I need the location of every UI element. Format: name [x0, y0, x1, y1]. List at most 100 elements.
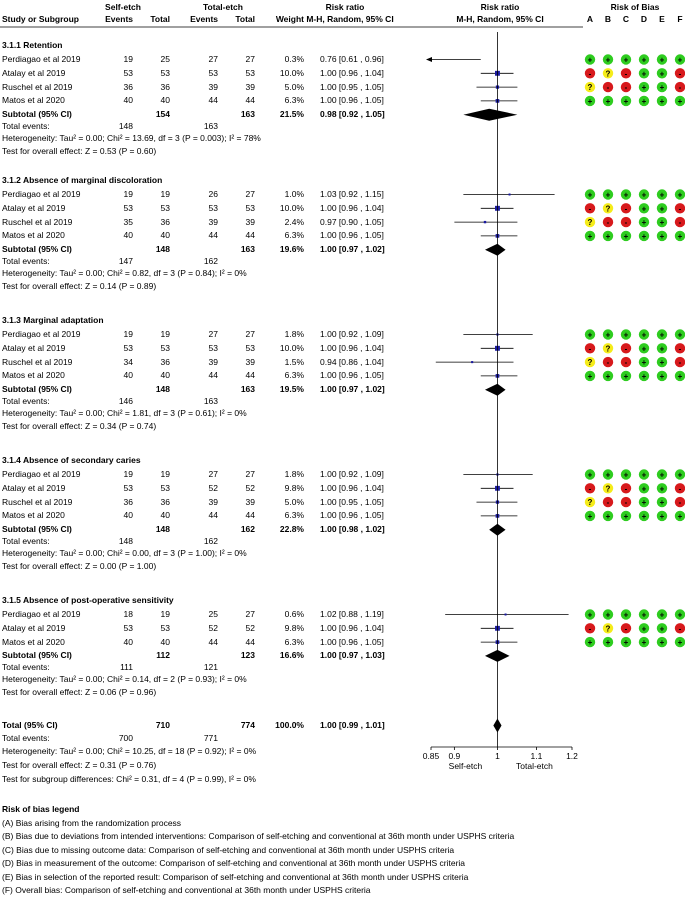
rob-dot-symbol: ?: [588, 218, 593, 227]
rob-dot: [674, 623, 685, 634]
rob-dot: [602, 469, 614, 480]
subtotal-weight: 19.6%: [279, 244, 304, 255]
rob-dot-symbol: -: [589, 69, 592, 78]
rob-col-f: F: [677, 14, 683, 24]
rob-dot-symbol: +: [678, 471, 683, 480]
total-total-etch: 39: [245, 356, 255, 367]
rob-dot: [584, 469, 596, 480]
rob-dot-symbol: -: [679, 498, 682, 507]
total-self-etch: 40: [160, 230, 170, 241]
rob-dot: [656, 329, 668, 340]
rob-dot-symbol: -: [679, 69, 682, 78]
total-total-etch: 53: [245, 67, 255, 78]
rob-dot-symbol: +: [660, 611, 665, 620]
rob-dot: [656, 469, 668, 480]
weight-value: 5.0%: [284, 496, 304, 507]
rob-dot-symbol: +: [588, 331, 593, 340]
rob-dot: [620, 510, 632, 522]
rob-dot-symbol: +: [678, 97, 683, 106]
events-total-etch: 53: [208, 342, 218, 353]
events-total-etch: 27: [208, 329, 218, 339]
total-events-self-etch: 147: [118, 256, 133, 267]
rob-dot-symbol: +: [606, 512, 611, 521]
total-self-etch: 40: [160, 95, 170, 106]
rob-dot-symbol: +: [642, 624, 647, 633]
events-self-etch: 40: [123, 230, 133, 241]
rob-col-e: E: [659, 14, 665, 24]
grand-events-total-etch: 771: [203, 733, 218, 743]
risk-ratio-ci: 0.97 [0.90 , 1.05]: [320, 216, 384, 227]
subgroup-title: 3.1.4 Absence of secondary caries: [2, 455, 141, 465]
weight-value: 2.4%: [284, 216, 304, 227]
rob-dot: [674, 329, 685, 340]
rob-dot: [602, 230, 614, 242]
total-events-total-etch: 163: [203, 396, 218, 407]
rob-dot: [656, 636, 668, 648]
rob-dot: [602, 343, 614, 354]
tick-label: 0.85: [422, 751, 440, 761]
total-total-etch: 44: [245, 370, 255, 381]
subtotal-ci: 1.00 [0.97 , 1.03]: [320, 650, 385, 661]
rob-dot-symbol: +: [624, 56, 629, 65]
rob-col-a: A: [586, 14, 594, 24]
total-total-etch: 53: [245, 202, 255, 213]
total-total-etch: 27: [245, 189, 255, 199]
tick-label: 1.2: [566, 751, 578, 761]
rob-dot: [620, 356, 632, 368]
rob-dot: [674, 68, 685, 79]
total-self-etch: 19: [160, 329, 170, 339]
total-total-etch: 53: [245, 342, 255, 353]
rob-dot-symbol: -: [679, 218, 682, 227]
rob-dot: [602, 510, 614, 522]
rob-dot-symbol: +: [678, 611, 683, 620]
total-total-etch: 44: [245, 636, 255, 647]
rob-dot-symbol: +: [588, 191, 593, 200]
rob-dot-symbol: +: [606, 638, 611, 647]
total-total-etch: 44: [245, 510, 255, 521]
study-name: Matos et al 2020: [2, 510, 65, 521]
rob-dot-symbol: +: [642, 498, 647, 507]
events-total-etch: 39: [208, 81, 218, 92]
events-self-etch: 18: [123, 609, 133, 619]
rob-dot: [620, 623, 632, 634]
rob-dot: [638, 636, 650, 648]
rob-dot: [584, 356, 596, 368]
rob-dot: [674, 81, 685, 93]
overall-effect-text: Test for overall effect: Z = 0.14 (P = 0…: [2, 281, 157, 292]
rob-dot-symbol: +: [606, 97, 611, 106]
rob-dot-symbol: ?: [588, 83, 593, 92]
subtotal-self-etch: 154: [155, 109, 170, 120]
risk-ratio-ci: 1.00 [0.92 , 1.09]: [320, 469, 384, 479]
rob-dot-symbol: -: [679, 204, 682, 213]
rob-dot-symbol: +: [624, 611, 629, 620]
total-events-label: Total events:: [2, 121, 50, 132]
rob-dot-symbol: +: [642, 204, 647, 213]
events-self-etch: 19: [123, 54, 133, 64]
subtotal-total-etch: 163: [240, 384, 255, 395]
overall-effect-text: Test for overall effect: Z = 0.00 (P = 1…: [2, 561, 157, 572]
rob-dot: [674, 469, 685, 480]
rob-dot-symbol: -: [607, 83, 610, 92]
rob-dot-symbol: -: [589, 344, 592, 353]
rob-dot: [620, 189, 632, 200]
rob-dot: [602, 636, 614, 648]
events-total-etch: 52: [208, 482, 218, 493]
risk-ratio-ci: 1.00 [0.96 , 1.04]: [320, 622, 384, 633]
subtotal-self-etch: 148: [155, 524, 170, 535]
total1-header: Total: [150, 14, 170, 24]
rob-dot: [584, 203, 596, 214]
rob-dot-symbol: +: [660, 56, 665, 65]
rr-header: Risk ratio: [325, 2, 365, 12]
total-events-total-etch: 163: [203, 121, 218, 132]
events1-header: Events: [105, 14, 133, 24]
rob-dot-symbol: +: [660, 331, 665, 340]
rob-dot: [620, 329, 632, 340]
grand-overall-effect: Test for overall effect: Z = 0.31 (P = 0…: [2, 760, 157, 770]
weight-value: 0.3%: [284, 54, 304, 64]
risk-ratio-ci: 0.76 [0.61 , 0.96]: [320, 54, 384, 64]
weight-value: 1.5%: [284, 356, 304, 367]
rob-dot: [602, 483, 614, 494]
rob-dot-symbol: +: [606, 232, 611, 241]
rob-dot-symbol: +: [660, 512, 665, 521]
total-self-etch: 53: [160, 482, 170, 493]
